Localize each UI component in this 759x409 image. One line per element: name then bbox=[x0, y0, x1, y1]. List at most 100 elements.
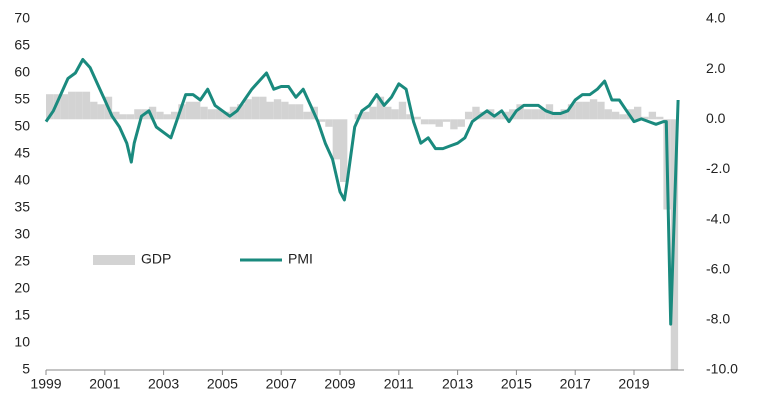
gdp-bar bbox=[398, 101, 407, 120]
gdp-bar bbox=[68, 91, 76, 120]
gdp-bar bbox=[472, 106, 480, 120]
gdp-bar bbox=[273, 99, 282, 120]
legend-label: GDP bbox=[141, 251, 171, 267]
gdp-bar bbox=[163, 114, 171, 120]
y-tick-label: 70 bbox=[14, 10, 30, 26]
gdp-bar bbox=[619, 114, 627, 120]
x-tick-label: 2007 bbox=[266, 376, 297, 392]
gdp-bar bbox=[391, 109, 399, 120]
gdp-bar bbox=[656, 116, 664, 120]
y-tick-label: 65 bbox=[14, 37, 30, 53]
gdp-bar bbox=[148, 106, 157, 120]
gdp-bar bbox=[266, 101, 274, 120]
x-tick-label: 2015 bbox=[501, 376, 532, 392]
gdp-bar bbox=[406, 114, 414, 120]
y2-tick-label: 0.0 bbox=[706, 110, 726, 126]
gdp-bar bbox=[303, 111, 311, 120]
gdp-bar bbox=[538, 109, 546, 120]
gdp-bar bbox=[244, 99, 252, 120]
gdp-bar bbox=[457, 119, 465, 127]
gdp-bar bbox=[295, 104, 304, 120]
gdp-bar bbox=[494, 114, 502, 120]
gdp-bar bbox=[442, 119, 451, 122]
gdp-bar bbox=[82, 91, 91, 120]
y-tick-label: 45 bbox=[14, 145, 30, 161]
y-tick-label: 15 bbox=[14, 307, 30, 323]
x-tick-label: 2017 bbox=[560, 376, 591, 392]
y-tick-label: 60 bbox=[14, 64, 30, 80]
y-tick-label: 25 bbox=[14, 253, 30, 269]
gdp-bar bbox=[428, 119, 436, 125]
gdp-bar bbox=[523, 109, 532, 120]
gdp-bar bbox=[648, 111, 657, 120]
y2-tick-label: -4.0 bbox=[706, 210, 730, 226]
gdp-bar bbox=[53, 94, 61, 120]
gdp-bar bbox=[46, 94, 54, 120]
x-tick-label: 2019 bbox=[618, 376, 649, 392]
gdp-bar bbox=[420, 119, 429, 125]
gdp-bar bbox=[90, 101, 98, 120]
gdp-bar bbox=[126, 114, 135, 120]
gdp-bar bbox=[222, 111, 230, 120]
gdp-bar bbox=[604, 109, 612, 120]
x-tick-label: 2009 bbox=[324, 376, 355, 392]
y2-tick-label: 2.0 bbox=[706, 60, 726, 76]
y-tick-label: 20 bbox=[14, 280, 30, 296]
gdp-bar bbox=[251, 96, 260, 120]
gdp-bar bbox=[362, 111, 370, 120]
gdp-bar bbox=[450, 119, 458, 130]
gdp-bar bbox=[200, 106, 208, 120]
gdp-bar bbox=[413, 116, 421, 120]
x-tick-label: 2003 bbox=[148, 376, 179, 392]
gdp-bar bbox=[134, 109, 142, 120]
x-tick-label: 2013 bbox=[442, 376, 473, 392]
y-tick-label: 35 bbox=[14, 199, 30, 215]
x-tick-label: 1999 bbox=[30, 376, 61, 392]
pmi-line bbox=[44, 58, 680, 326]
gdp-bar bbox=[325, 119, 333, 127]
y-tick-label: 10 bbox=[14, 334, 30, 350]
gdp-bar bbox=[479, 111, 487, 120]
gdp-bar bbox=[435, 119, 443, 127]
gdp-bar bbox=[317, 119, 326, 122]
gdp-bar bbox=[178, 104, 186, 120]
gdp-bar bbox=[597, 101, 605, 120]
gdp-bar bbox=[75, 91, 83, 120]
y-tick-label: 40 bbox=[14, 172, 30, 188]
gdp-bar bbox=[531, 109, 539, 120]
gdp-bar bbox=[560, 109, 568, 120]
legend-label: PMI bbox=[288, 251, 313, 267]
gdp-bar bbox=[193, 101, 201, 120]
gdp-bar bbox=[119, 114, 127, 120]
y2-tick-label: -6.0 bbox=[706, 260, 730, 276]
gdp-bar bbox=[641, 116, 649, 120]
gdp-bar bbox=[156, 111, 164, 120]
gdp-bar bbox=[611, 111, 620, 120]
gdp-bar bbox=[464, 111, 473, 120]
legend-swatch bbox=[93, 255, 135, 265]
y2-tick-label: -2.0 bbox=[706, 160, 730, 176]
gdp-bar bbox=[369, 106, 377, 120]
gdp-bar bbox=[340, 119, 348, 182]
x-tick-label: 2005 bbox=[207, 376, 238, 392]
x-tick-label: 2001 bbox=[89, 376, 120, 392]
y-tick-label: 30 bbox=[14, 226, 30, 242]
y-tick-label: 55 bbox=[14, 91, 30, 107]
gdp-bar bbox=[112, 111, 120, 120]
gdp-bar bbox=[281, 101, 289, 120]
gdp-bar bbox=[215, 109, 223, 120]
gdp-bar bbox=[575, 101, 583, 120]
gdp-bar bbox=[634, 106, 642, 120]
gdp-bar bbox=[185, 101, 193, 120]
gdp-bar bbox=[376, 96, 385, 120]
gdp-bar bbox=[582, 101, 590, 120]
gdp-bar bbox=[384, 106, 392, 120]
gdp-bar bbox=[259, 96, 267, 120]
y-tick-label: 5 bbox=[22, 361, 30, 377]
y-tick-label: 50 bbox=[14, 118, 30, 134]
gdp-bar bbox=[170, 111, 179, 120]
gdp-bar bbox=[207, 109, 216, 120]
gdp-bar bbox=[332, 119, 340, 160]
gdp-bar bbox=[589, 99, 598, 120]
